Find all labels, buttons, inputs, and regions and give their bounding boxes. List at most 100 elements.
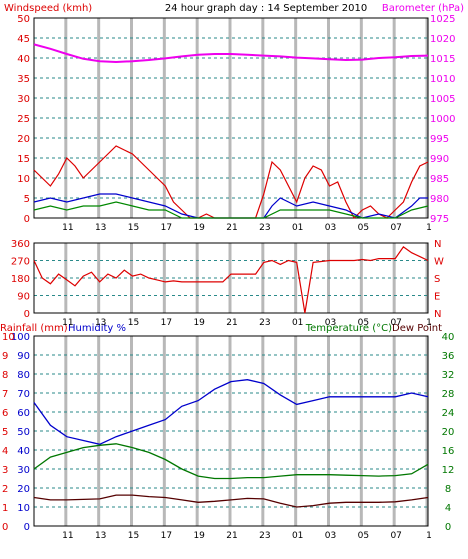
y-tick-label-compass: E — [434, 292, 440, 303]
x-tick-label: 17 — [161, 318, 172, 328]
x-tick-label: 11 — [62, 223, 73, 233]
y-tick-label-barometer: 980 — [430, 194, 449, 205]
x-tick-label: 07 — [390, 223, 401, 233]
series-barometer — [33, 43, 429, 64]
y-tick-label-temperature: 32 — [442, 370, 455, 381]
x-tick-label: 13 — [95, 531, 106, 541]
series-dewpoint — [33, 494, 429, 508]
dewpoint-axis-title: Dew Point — [392, 323, 442, 334]
y-tick-label-rainfall: 10 — [2, 332, 15, 343]
y-tick-label-rainfall: 2 — [2, 484, 8, 495]
y-tick-label-windspeed: 25 — [17, 114, 30, 125]
y-tick-label-direction: 90 — [17, 292, 30, 303]
y-tick-label-temperature: 0 — [445, 522, 451, 533]
y-tick-label-barometer: 995 — [430, 134, 449, 145]
y-tick-label-rainfall: 8 — [2, 370, 8, 381]
x-tick-label: 01 — [292, 318, 303, 328]
y-tick-label-rainfall: 0 — [2, 522, 8, 533]
y-tick-label-windspeed: 30 — [17, 94, 30, 105]
y-tick-label-temperature: 40 — [442, 332, 455, 343]
plot-frame — [33, 242, 429, 314]
y-tick-label-barometer: 1005 — [430, 94, 455, 105]
y-tick-label-barometer: 975 — [430, 214, 449, 225]
x-tick-label: 19 — [193, 318, 205, 328]
x-tick-label: 21 — [226, 318, 237, 328]
y-tick-label-barometer: 1020 — [430, 34, 455, 45]
y-tick-label-rainfall: 6 — [2, 408, 8, 419]
x-tick-label: 19 — [193, 223, 205, 233]
series-wind_low — [33, 201, 429, 219]
y-tick-label-barometer: 1025 — [430, 14, 455, 25]
y-tick-label-compass: W — [434, 257, 444, 268]
y-tick-label-temperature: 8 — [445, 484, 451, 495]
x-tick-label: 03 — [325, 318, 336, 328]
x-tick-label: 03 — [325, 223, 336, 233]
y-tick-label-barometer: 1010 — [430, 74, 455, 85]
panel-1 — [33, 17, 429, 219]
y-tick-label-rainfall: 5 — [2, 427, 8, 438]
y-tick-label-compass: N — [434, 309, 441, 320]
y-tick-label-windspeed: 20 — [17, 134, 30, 145]
series-humidity — [33, 379, 429, 445]
y-tick-label-rainfall: 7 — [2, 389, 8, 400]
x-tick-label: 1 — [426, 531, 432, 541]
y-tick-label-temperature: 4 — [445, 503, 451, 514]
x-tick-label: 03 — [325, 531, 336, 541]
plot-frame — [33, 335, 429, 527]
x-tick-label: 19 — [193, 531, 205, 541]
rainfall-axis-title: Rainfall (mm) — [0, 323, 68, 334]
x-tick-label: 13 — [95, 318, 106, 328]
y-tick-label-temperature: 28 — [442, 389, 455, 400]
y-tick-label-compass: N — [434, 239, 441, 250]
x-tick-label: 01 — [292, 223, 303, 233]
x-tick-label: 15 — [128, 223, 139, 233]
panel-2 — [33, 242, 429, 314]
windspeed-axis-title: Windspeed (kmh) — [4, 3, 92, 14]
x-tick-label: 23 — [259, 223, 270, 233]
chart-title: 24 hour graph day : 14 September 2010 — [165, 3, 367, 14]
barometer-axis-title: Barometer (hPa) — [382, 3, 464, 14]
humidity-axis-title: Humidity % — [68, 323, 126, 334]
y-tick-label-humidity: 30 — [17, 465, 30, 476]
y-tick-label-temperature: 20 — [442, 427, 455, 438]
y-tick-label-humidity: 10 — [17, 503, 30, 514]
x-tick-label: 07 — [390, 318, 401, 328]
y-tick-label-windspeed: 50 — [17, 14, 30, 25]
x-tick-label: 23 — [259, 318, 270, 328]
x-tick-label: 13 — [95, 223, 106, 233]
y-tick-label-humidity: 100 — [11, 332, 30, 343]
y-tick-label-windspeed: 40 — [17, 54, 30, 65]
y-tick-label-temperature: 36 — [442, 351, 455, 362]
x-tick-label: 17 — [161, 531, 172, 541]
temperature-axis-title: Temperature (°C) — [305, 323, 392, 334]
y-tick-label-temperature: 16 — [442, 446, 455, 457]
x-tick-label: 01 — [292, 531, 303, 541]
y-tick-label-direction: 0 — [24, 309, 30, 320]
y-tick-label-barometer: 1015 — [430, 54, 455, 65]
y-tick-label-windspeed: 15 — [17, 154, 30, 165]
series-direction — [33, 246, 429, 314]
y-tick-label-rainfall: 9 — [2, 351, 8, 362]
y-tick-label-humidity: 70 — [17, 389, 30, 400]
y-tick-label-rainfall: 1 — [2, 503, 8, 514]
x-tick-label: 11 — [62, 531, 73, 541]
y-tick-label-temperature: 12 — [442, 465, 455, 476]
x-tick-label: 1 — [426, 223, 432, 233]
x-tick-label: 07 — [390, 531, 401, 541]
x-tick-label: 21 — [226, 223, 237, 233]
y-tick-label-windspeed: 45 — [17, 34, 30, 45]
y-tick-label-windspeed: 5 — [24, 194, 30, 205]
y-tick-label-compass: S — [434, 274, 440, 285]
y-tick-label-humidity: 20 — [17, 484, 30, 495]
y-tick-label-barometer: 990 — [430, 154, 449, 165]
y-tick-label-direction: 360 — [11, 239, 30, 250]
y-tick-label-rainfall: 3 — [2, 465, 8, 476]
x-tick-label: 05 — [358, 531, 369, 541]
x-tick-label: 05 — [358, 318, 369, 328]
x-tick-label: 15 — [128, 531, 139, 541]
series-temperature — [33, 443, 429, 480]
x-tick-label: 17 — [161, 223, 172, 233]
y-tick-label-humidity: 50 — [17, 427, 30, 438]
